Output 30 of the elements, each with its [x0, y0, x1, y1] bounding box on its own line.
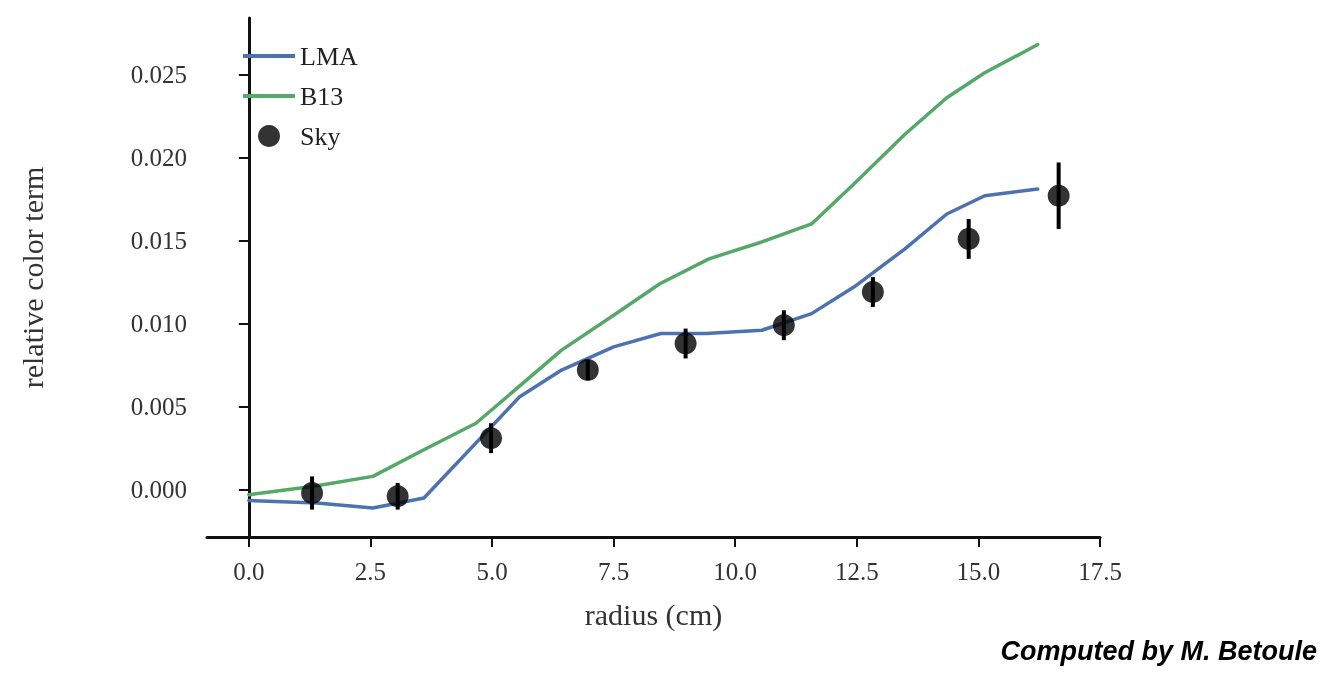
y-axis-title: relative color term — [15, 166, 49, 389]
y-tick-label: 0.010 — [130, 310, 187, 338]
point — [386, 485, 409, 508]
y-tick-label: 0.005 — [130, 393, 187, 421]
x-tick-label: 15.0 — [956, 558, 1001, 585]
y-tick-label: 0.000 — [130, 476, 187, 504]
x-tick-label: 10.0 — [713, 558, 758, 585]
legend-label: B13 — [300, 81, 344, 111]
legend-label: Sky — [300, 121, 341, 151]
point — [1047, 184, 1070, 207]
x-tick-label: 7.5 — [597, 558, 630, 585]
point — [772, 314, 795, 337]
x-tick-label: 2.5 — [354, 558, 387, 585]
point — [576, 359, 599, 382]
line-series — [247, 187, 1040, 510]
point — [301, 481, 324, 504]
point — [480, 427, 503, 450]
x-tick-label: 0.0 — [233, 558, 265, 585]
point — [674, 332, 697, 355]
legend-label: LMA — [300, 41, 358, 71]
x-axis-title: radius (cm) — [584, 597, 723, 632]
x-tick-label: 5.0 — [476, 558, 508, 585]
text: Computed by M. Betoule — [1000, 635, 1317, 666]
x-tick-label: 12.5 — [834, 558, 879, 585]
y-tick-label: 0.020 — [130, 144, 187, 172]
y-tick-label: 0.015 — [130, 227, 187, 255]
point — [861, 281, 884, 304]
y-tick-label: 0.025 — [130, 60, 187, 88]
x-tick-label: 17.5 — [1078, 558, 1122, 585]
point — [957, 227, 980, 250]
